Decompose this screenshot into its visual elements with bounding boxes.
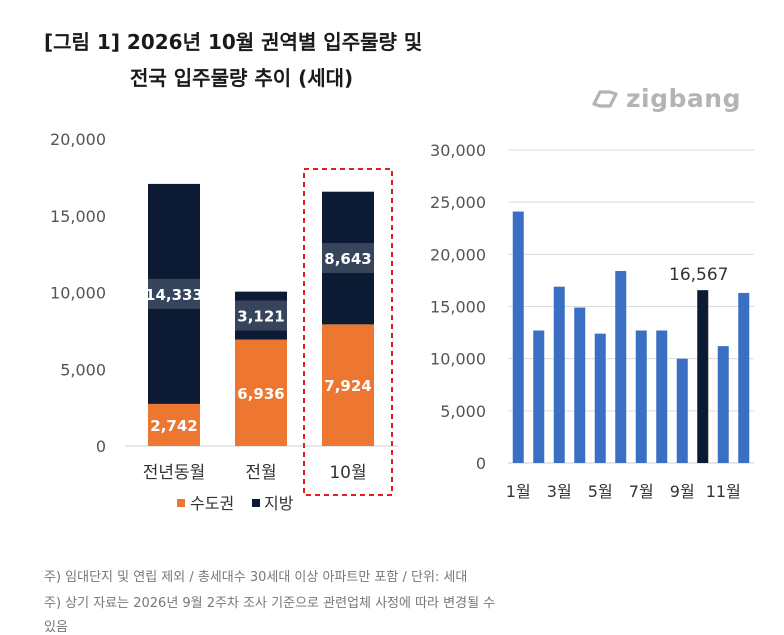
bar-capital-1: [148, 403, 200, 446]
monthly-bar-7: [635, 330, 647, 463]
right-y-tick-label: 20,000: [430, 245, 486, 264]
monthly-bar-3: [553, 286, 565, 463]
value-label-capital: 2,742: [150, 417, 197, 435]
monthly-bar-1: [512, 211, 524, 463]
right-y-tick-label: 25,000: [430, 193, 486, 212]
value-label-capital: 7,924: [324, 377, 371, 395]
right-y-tick-label: 0: [476, 454, 486, 473]
left-y-tick-label: 0: [96, 437, 106, 456]
value-label-regional: 3,121: [237, 308, 284, 326]
right-x-tick-label: 11월: [706, 482, 741, 501]
monthly-bar-9: [676, 358, 688, 463]
right-y-tick-label: 30,000: [430, 141, 486, 160]
zigbang-logo-icon: [592, 89, 618, 108]
value-label-regional: 8,643: [324, 250, 371, 268]
value-label-capital: 6,936: [237, 385, 284, 403]
monthly-bar-6: [615, 271, 627, 463]
bar-capital-3: [322, 324, 374, 446]
footnote-1: 주) 임대단지 및 연립 제외 / 총세대수 30세대 이상 아파트만 포함 /…: [44, 570, 468, 585]
left-y-tick-label: 5,000: [60, 360, 106, 379]
right-y-tick-label: 5,000: [440, 402, 486, 421]
chart-title-line2: 전국 입주물량 추이 (세대): [130, 66, 354, 90]
left-x-tick-label: 전년동월: [143, 463, 206, 483]
value-label-regional: 14,333: [145, 286, 203, 304]
zigbang-logo: zigbang: [590, 84, 741, 113]
right-y-tick-label: 10,000: [430, 350, 486, 369]
left-x-tick-label: 전월: [245, 463, 276, 483]
right-x-tick-label: 5월: [588, 482, 613, 501]
bar-capital-2: [235, 339, 287, 446]
right-y-tick-label: 15,000: [430, 298, 486, 317]
legend-swatch-regional: [252, 499, 260, 507]
monthly-bar-10: [697, 290, 709, 463]
monthly-bar-2: [533, 330, 545, 463]
zigbang-logo-text: zigbang: [626, 84, 741, 113]
legend-swatch-capital: [177, 499, 185, 507]
footnote-2: 주) 상기 자료는 2026년 9월 2주차 조사 기준으로 관련업체 사정에 …: [44, 596, 496, 611]
left-y-tick-label: 10,000: [50, 284, 106, 303]
legend-label-capital: 수도권: [190, 494, 234, 513]
left-y-tick-label: 20,000: [50, 130, 106, 149]
value-label-band: [235, 300, 287, 331]
right-x-tick-label: 7월: [629, 482, 654, 501]
annotation-label: 16,567: [669, 265, 728, 285]
right-x-tick-label: 9월: [670, 482, 695, 501]
left-y-tick-label: 15,000: [50, 207, 106, 226]
monthly-bar-4: [574, 307, 586, 463]
right-x-tick-label: 3월: [547, 482, 572, 501]
monthly-bar-8: [656, 330, 668, 463]
value-label-band: [322, 243, 374, 274]
left-x-tick-label: 10월: [329, 463, 366, 483]
monthly-bar-11: [717, 346, 729, 463]
monthly-bar-5: [594, 333, 606, 463]
footnote-3: 있음: [44, 620, 68, 635]
legend-label-regional: 지방: [264, 494, 294, 513]
right-x-tick-label: 1월: [506, 482, 531, 501]
chart-title-line1: [그림 1] 2026년 10월 권역별 입주물량 및: [44, 30, 423, 54]
monthly-bar-12: [738, 292, 750, 463]
value-label-band: [148, 278, 200, 309]
